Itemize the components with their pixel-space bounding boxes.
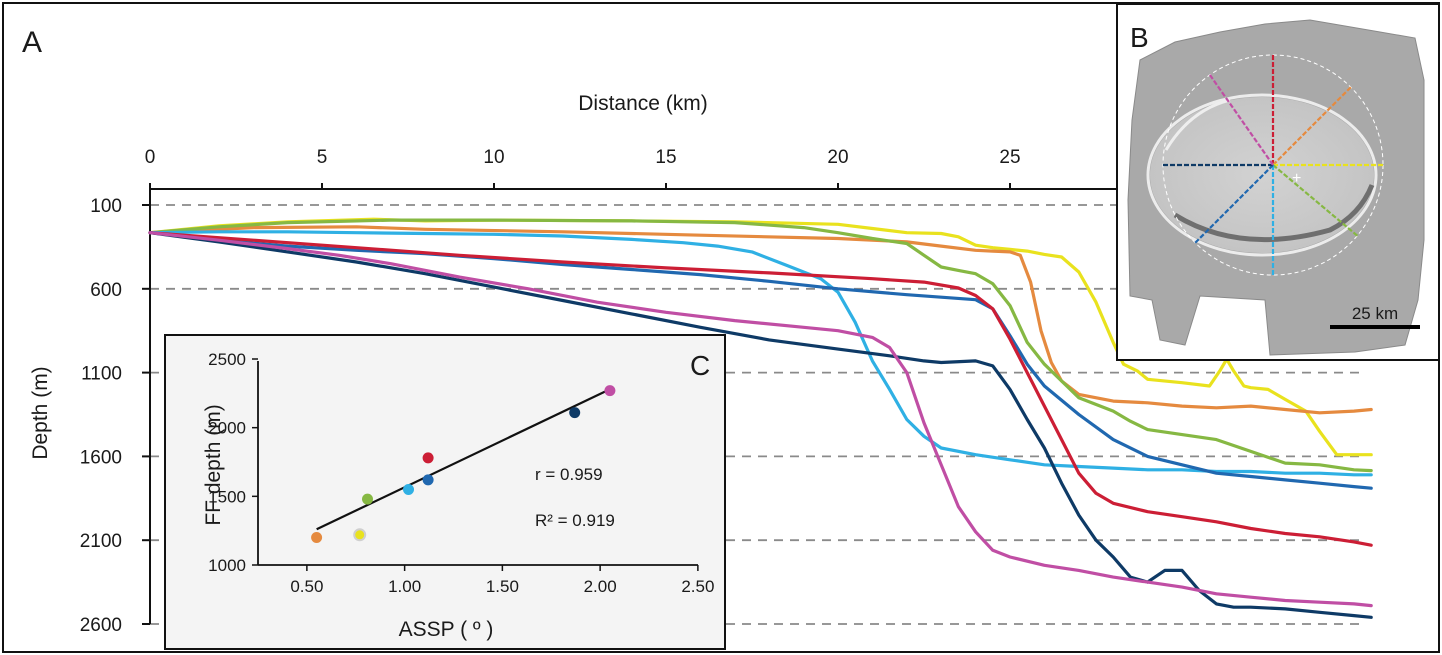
scatter-y-tick-label-1000: 1000 [208,556,246,575]
panel-c-label: C [690,350,710,381]
profile-line-magenta [148,231,1373,608]
crater-center-marker: + [1292,170,1301,187]
y-tick-label-600: 600 [90,280,122,301]
scatter-point-navy [569,407,581,419]
scatter-point-orange [311,532,323,543]
panel-c: C 0.50 1.00 1.50 2.00 2.50 1000 1500 2000 2500 A… [164,334,726,650]
scatter-point-yellow [353,528,367,542]
scatter-point-blue [422,474,434,486]
profile-line-red [148,231,1373,547]
y-tick-label-1100: 1100 [81,364,122,385]
x-tick-label-5: 5 [317,147,328,168]
scatter-y-tick-label-2500: 2500 [208,350,246,369]
scatter-y-tick-label-1500: 1500 [208,487,246,506]
map-profile-green [1272,164,1359,237]
scatter-x-tick-label-2.50: 2.50 [681,577,714,596]
y-tick-label-100: 100 [90,196,122,217]
depth-profiles [148,217,1373,619]
map-profile-blue [1194,164,1274,244]
profile-line-green [148,218,1373,473]
scatter-x-tick-label-0.50: 0.50 [290,577,323,596]
panel-a-label: A [22,26,42,59]
scale-bar-label: 25 km [1352,304,1398,323]
coefficient-r2: R² = 0.919 [535,511,615,530]
axes: 0 5 10 15 20 25 100 600 1100 1600 2100 2600 [80,147,1117,636]
panel-b-label: B [1130,22,1149,53]
scatter-x-tick-label-1.00: 1.00 [388,577,421,596]
scatter-point-light_blue [403,484,414,495]
x-axis-title: Distance (km) [578,92,708,115]
profile-line-navy [148,231,1373,619]
scatter-y-tick-label-2000: 2000 [208,419,246,438]
x-tick-label-15: 15 [655,147,676,168]
scatter-x-tick-label-1.50: 1.50 [486,577,519,596]
x-tick-label-25: 25 [999,147,1020,168]
y-tick-label-2600: 2600 [80,615,122,636]
profile-line-orange [148,225,1373,415]
panel-b: B + 25 km [1116,3,1440,361]
scatter-x-tick-label-2.00: 2.00 [584,577,617,596]
scatter-point-red [422,452,434,464]
panel-c-frame [164,334,726,650]
scatter-axes: 0.50 1.00 1.50 2.00 2.50 1000 1500 2000 2500 [208,350,714,596]
x-tick-label-10: 10 [483,147,504,168]
x-tick-label-20: 20 [827,147,848,168]
x-tick-label-0: 0 [145,147,156,168]
y-axis-title: Depth (m) [29,366,52,459]
map-profile-orange [1272,86,1352,166]
scatter-points [311,385,616,543]
profile-lines [1163,55,1383,275]
y-tick-label-1600: 1600 [80,447,122,468]
scatter-y-title: FF depth (m) [202,404,225,525]
scatter-point-magenta [604,385,616,397]
correlation-r: r = 0.959 [535,465,603,484]
scatter-x-title: ASSP ( º ) [399,618,494,641]
scatter-point-green [362,493,373,505]
trendline [316,388,611,531]
map-profile-magenta [1208,74,1274,166]
y-tick-label-2100: 2100 [80,531,122,552]
